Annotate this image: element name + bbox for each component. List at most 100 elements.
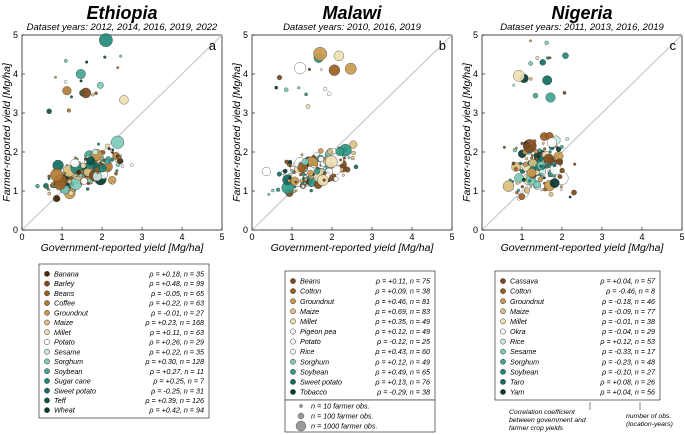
legend-crop: Soybean <box>54 367 82 376</box>
scatter-point <box>516 188 520 192</box>
scatter-point <box>70 158 80 168</box>
legend-stat: ρ = +0.11, n = 75 <box>375 277 431 286</box>
legend-stat: ρ = +0.18, n = 35 <box>148 269 205 278</box>
legend-marker <box>290 308 296 315</box>
scatter-point <box>559 145 564 149</box>
scatter-point <box>107 147 111 151</box>
legend-crop: Teff <box>54 396 67 405</box>
scatter-point <box>559 167 565 174</box>
scatter-point <box>543 187 547 192</box>
legend-stat: ρ = +0.46, n = 81 <box>374 297 430 306</box>
scatter-point <box>79 79 83 83</box>
dataset-years: Dataset years: 2011, 2013, 2016, 2019 <box>500 22 664 33</box>
legend-crop: Yam <box>510 388 524 397</box>
scatter-point <box>559 188 563 192</box>
scatter-point <box>322 178 326 182</box>
legend-crop: Millet <box>54 328 72 337</box>
legend-marker <box>500 379 506 385</box>
legend-box <box>38 263 210 419</box>
legend-crop: Beans <box>300 277 321 286</box>
legend-marker <box>500 328 506 335</box>
scatter-point <box>528 179 532 183</box>
size-legend-box <box>284 399 436 433</box>
x-tick-label: 4 <box>179 232 184 242</box>
legend-crop: Cotton <box>300 287 321 296</box>
scatter-point <box>350 156 355 161</box>
scatter-point <box>75 69 86 79</box>
scatter-point <box>568 195 572 199</box>
legend-stat: ρ = -0.10, n = 27 <box>601 367 656 376</box>
scatter-point <box>100 159 103 163</box>
y-tick-label: 2 <box>243 147 248 157</box>
legend-ethiopia: Banana ρ = +0.18, n = 35 Barley ρ = +0.48, … <box>38 263 210 419</box>
scatter-point <box>299 178 304 183</box>
legend-marker <box>44 300 50 306</box>
scatter-point <box>63 80 68 84</box>
scatter-point <box>326 91 332 96</box>
scatter-point <box>323 166 327 170</box>
scatter-point <box>547 173 551 178</box>
legend-crop: Maize <box>54 318 73 327</box>
legend-crop: Barley <box>54 279 75 288</box>
size-legend-label: n = 1000 farmer obs. <box>311 422 378 431</box>
scatter-point <box>102 159 106 162</box>
scatter-point <box>85 60 89 64</box>
x-tick-label: 5 <box>219 232 224 242</box>
legend-stat: ρ = -0.23, n = 48 <box>601 357 655 366</box>
scatter-point <box>540 188 544 192</box>
scatter-point <box>276 171 282 177</box>
legend-marker <box>44 358 50 365</box>
legend-marker <box>500 308 506 315</box>
scatter-point <box>523 142 530 149</box>
scatter-point <box>64 59 68 63</box>
plot-frame <box>481 34 683 231</box>
scatter-point <box>294 62 307 75</box>
legend-stat: ρ = +0.43, n = 60 <box>374 347 430 356</box>
scatter-point <box>91 148 99 156</box>
legend-crop: Cotton <box>510 287 531 296</box>
legend-marker <box>500 358 506 365</box>
scatter-point <box>301 158 309 166</box>
scatter-point <box>502 180 515 192</box>
scatter-point <box>539 164 543 168</box>
legend-box <box>494 270 661 401</box>
plot-frame <box>21 34 223 231</box>
scatter-point <box>282 168 288 174</box>
y-tick-label: 3 <box>13 108 18 118</box>
scatter-points <box>261 47 359 197</box>
x-tick-label: 3 <box>599 232 604 242</box>
scatter-point <box>292 190 296 194</box>
scatter-point <box>530 153 534 157</box>
scatter-point <box>548 56 552 60</box>
scatter-point <box>97 142 101 146</box>
scatter-point <box>271 188 275 193</box>
scatter-point <box>47 191 52 196</box>
scatter-points <box>35 33 134 203</box>
legend-crop: Wheat <box>54 406 76 415</box>
scatter-point <box>544 40 549 45</box>
x-tick-label: 4 <box>639 232 644 242</box>
legend-marker <box>290 338 296 345</box>
scatter-point <box>548 150 552 154</box>
scatter-point <box>339 158 342 162</box>
scatter-point <box>80 87 92 99</box>
scatter-point <box>529 185 533 189</box>
scatter-point <box>53 194 61 203</box>
scatter-point <box>54 75 57 79</box>
annotation-correlation: Correlation coefficient between governmen… <box>509 409 586 432</box>
scatter-point <box>524 187 531 194</box>
scatter-point <box>111 148 115 152</box>
scatter-point <box>99 163 103 166</box>
legend-stat: ρ = +0.13, n = 76 <box>374 377 430 386</box>
legend-stat: ρ = +0.23, n = 168 <box>144 318 204 327</box>
legend-stat: ρ = +0.27, n = 11 <box>149 367 204 376</box>
legend-stat: ρ = +0.22, n = 35 <box>148 347 205 356</box>
scatter-point <box>562 52 569 59</box>
y-tick-label: 3 <box>243 108 248 118</box>
legend-marker <box>44 319 50 326</box>
scatter-point <box>347 156 351 160</box>
legend-crop: Taro <box>510 377 524 386</box>
scatter-point <box>111 151 114 154</box>
legend-stat: ρ = +0.12, n = 49 <box>374 357 430 366</box>
legend-stat: ρ = +0.69, n = 83 <box>374 307 430 316</box>
